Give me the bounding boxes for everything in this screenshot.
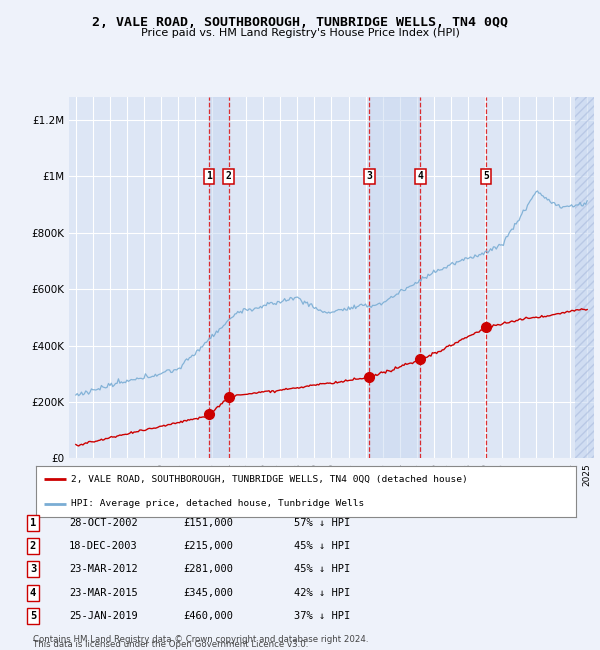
Text: 5: 5 xyxy=(30,611,36,621)
Text: 25-JAN-2019: 25-JAN-2019 xyxy=(69,611,138,621)
Text: 2: 2 xyxy=(30,541,36,551)
Text: 37% ↓ HPI: 37% ↓ HPI xyxy=(294,611,350,621)
Text: 28-OCT-2002: 28-OCT-2002 xyxy=(69,517,138,528)
Text: 2: 2 xyxy=(226,172,232,181)
Text: £345,000: £345,000 xyxy=(183,588,233,598)
Text: 23-MAR-2012: 23-MAR-2012 xyxy=(69,564,138,575)
Bar xyxy=(575,98,594,458)
Text: 2, VALE ROAD, SOUTHBOROUGH, TUNBRIDGE WELLS, TN4 0QQ (detached house): 2, VALE ROAD, SOUTHBOROUGH, TUNBRIDGE WE… xyxy=(71,474,468,484)
Bar xyxy=(575,98,594,458)
Text: 23-MAR-2015: 23-MAR-2015 xyxy=(69,588,138,598)
Text: 4: 4 xyxy=(418,172,424,181)
Text: 2, VALE ROAD, SOUTHBOROUGH, TUNBRIDGE WELLS, TN4 0QQ: 2, VALE ROAD, SOUTHBOROUGH, TUNBRIDGE WE… xyxy=(92,16,508,29)
Text: £460,000: £460,000 xyxy=(183,611,233,621)
Text: Price paid vs. HM Land Registry's House Price Index (HPI): Price paid vs. HM Land Registry's House … xyxy=(140,28,460,38)
Text: 42% ↓ HPI: 42% ↓ HPI xyxy=(294,588,350,598)
Bar xyxy=(370,98,421,458)
Text: 5: 5 xyxy=(483,172,489,181)
Bar xyxy=(209,98,229,458)
Text: £281,000: £281,000 xyxy=(183,564,233,575)
Text: 3: 3 xyxy=(367,172,372,181)
Text: 4: 4 xyxy=(30,588,36,598)
Text: This data is licensed under the Open Government Licence v3.0.: This data is licensed under the Open Gov… xyxy=(33,640,308,649)
Text: 3: 3 xyxy=(30,564,36,575)
Text: £215,000: £215,000 xyxy=(183,541,233,551)
Text: 45% ↓ HPI: 45% ↓ HPI xyxy=(294,564,350,575)
Text: 57% ↓ HPI: 57% ↓ HPI xyxy=(294,517,350,528)
Text: 1: 1 xyxy=(30,517,36,528)
Text: 18-DEC-2003: 18-DEC-2003 xyxy=(69,541,138,551)
Text: £151,000: £151,000 xyxy=(183,517,233,528)
Text: Contains HM Land Registry data © Crown copyright and database right 2024.: Contains HM Land Registry data © Crown c… xyxy=(33,634,368,644)
Text: 45% ↓ HPI: 45% ↓ HPI xyxy=(294,541,350,551)
Text: HPI: Average price, detached house, Tunbridge Wells: HPI: Average price, detached house, Tunb… xyxy=(71,499,364,508)
Text: 1: 1 xyxy=(206,172,212,181)
